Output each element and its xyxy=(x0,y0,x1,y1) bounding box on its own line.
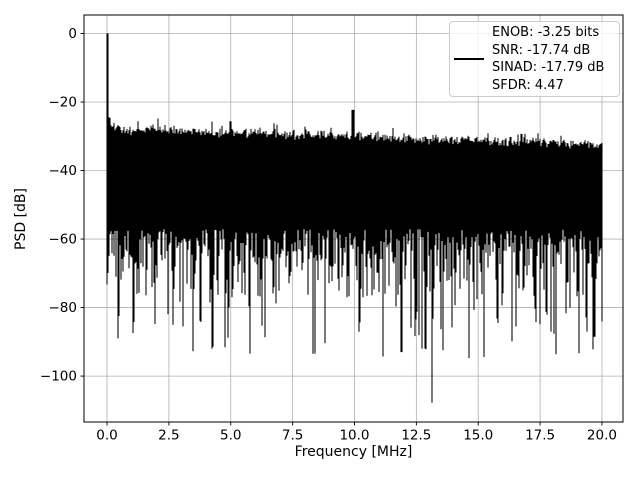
legend-entry-sinad: SINAD: -17.79 dB xyxy=(492,60,605,75)
y-tick-label: 0 xyxy=(68,26,77,42)
axes-border xyxy=(83,14,624,423)
legend-entry-snr: SNR: -17.74 dB xyxy=(492,42,591,58)
y-tick-label: −80 xyxy=(49,300,78,316)
legend: ENOB: -3.25 bits SNR: -17.74 dB SINAD: -… xyxy=(449,21,620,97)
x-tick-label: 7.5 xyxy=(282,428,303,444)
x-tick-label: 5.0 xyxy=(220,428,241,444)
legend-entry-sfdr: SFDR: 4.47 xyxy=(492,77,564,93)
x-tick-label: 17.5 xyxy=(525,428,555,444)
y-axis-label: PSD [dB] xyxy=(13,188,29,250)
y-tick-label: −100 xyxy=(40,369,77,385)
x-tick-label: 0.0 xyxy=(96,428,117,444)
legend-line-sample xyxy=(454,58,484,60)
x-tick-label: 10.0 xyxy=(339,428,369,444)
x-tick-label: 2.5 xyxy=(158,428,179,444)
x-tick-label: 20.0 xyxy=(587,428,617,444)
legend-text: ENOB: -3.25 bits SNR: -17.74 dB SINAD: -… xyxy=(492,24,604,94)
legend-entry-enob: ENOB: -3.25 bits xyxy=(492,25,600,40)
x-tick-label: 12.5 xyxy=(401,428,431,444)
psd-trace xyxy=(106,33,603,403)
x-axis-label: Frequency [MHz] xyxy=(294,444,413,460)
x-tick-label: 15.0 xyxy=(463,428,493,444)
y-tick-label: −60 xyxy=(49,232,78,248)
y-tick-label: −40 xyxy=(49,163,78,179)
y-tick-label: −20 xyxy=(49,95,78,111)
